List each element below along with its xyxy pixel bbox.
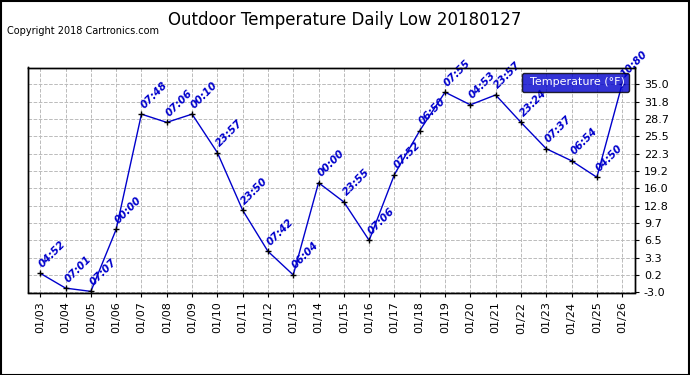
Text: 06:50: 06:50 [417, 96, 447, 126]
Text: 07:52: 07:52 [391, 140, 422, 170]
Text: 04:52: 04:52 [37, 238, 68, 269]
Text: 23:50: 23:50 [239, 176, 270, 206]
Legend: Temperature (°F): Temperature (°F) [522, 73, 629, 92]
Text: 07:01: 07:01 [63, 254, 93, 284]
Text: 07:06: 07:06 [366, 206, 397, 236]
Text: 06:54: 06:54 [569, 126, 599, 157]
Text: 04:50: 04:50 [594, 142, 624, 173]
Text: Copyright 2018 Cartronics.com: Copyright 2018 Cartronics.com [7, 26, 159, 36]
Text: 07:48: 07:48 [139, 80, 169, 110]
Text: 23:57: 23:57 [493, 60, 523, 91]
Text: 07:42: 07:42 [265, 217, 295, 247]
Text: 07:55: 07:55 [442, 57, 473, 88]
Text: Outdoor Temperature Daily Low 20180127: Outdoor Temperature Daily Low 20180127 [168, 11, 522, 29]
Text: 04:53: 04:53 [467, 70, 498, 100]
Text: 00:00: 00:00 [315, 148, 346, 178]
Text: 07:07: 07:07 [88, 257, 119, 287]
Text: 23:57: 23:57 [215, 118, 245, 148]
Text: 00:00: 00:00 [113, 195, 144, 225]
Text: 07:06: 07:06 [164, 88, 195, 118]
Text: 10:80: 10:80 [619, 49, 650, 80]
Text: 06:04: 06:04 [290, 240, 321, 271]
Text: 23:24: 23:24 [518, 88, 549, 118]
Text: 00:10: 00:10 [189, 80, 219, 110]
Text: 23:55: 23:55 [341, 167, 371, 198]
Text: 07:37: 07:37 [543, 114, 574, 144]
